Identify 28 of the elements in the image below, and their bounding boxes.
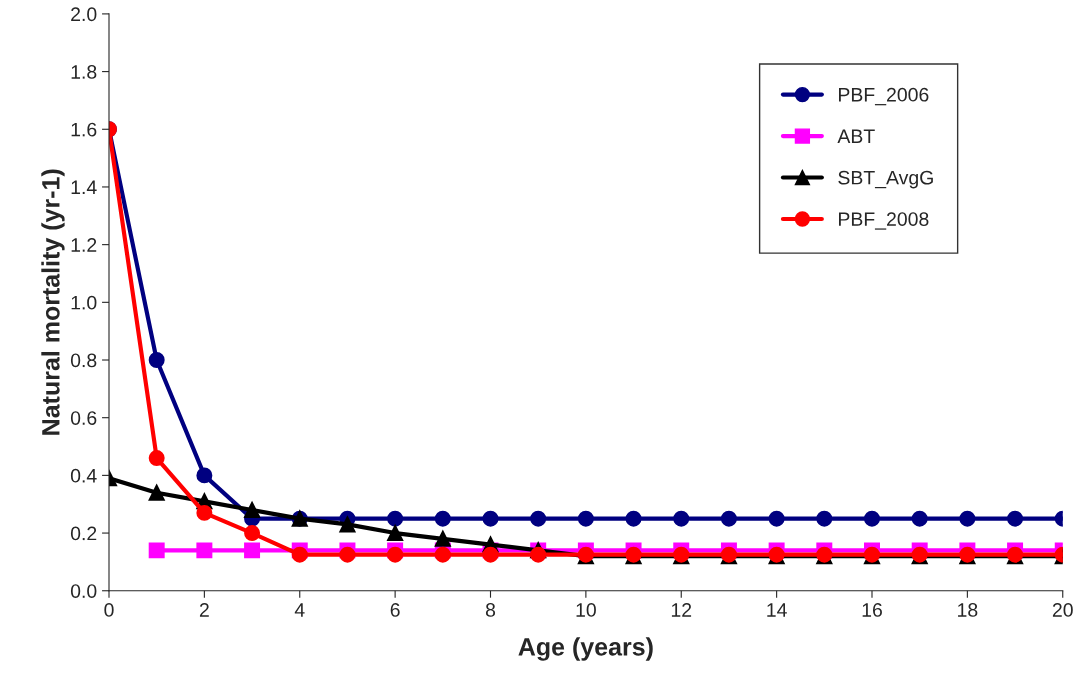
y-tick-label: 1.8 (71, 65, 97, 79)
x-axis-title: Age (years) (518, 637, 653, 661)
y-tick-label: 1.6 (71, 122, 97, 137)
y-tick-label: 1.4 (71, 180, 97, 194)
x-tick-label: 0 (104, 603, 114, 617)
y-tick-label: 0.0 (70, 584, 97, 598)
y-tick-label: 1.2 (71, 238, 97, 252)
x-tick-label: 6 (390, 603, 400, 617)
x-tick-label: 10 (576, 603, 596, 617)
legend-label: ABT (837, 129, 875, 143)
x-tick-label: 2 (199, 603, 209, 617)
x-tick-label: 18 (958, 603, 978, 617)
x-tick-label: 12 (671, 603, 692, 617)
legend-label: PBF_2006 (839, 87, 929, 106)
x-tick-label: 8 (485, 603, 496, 617)
y-tick-label: 1.0 (71, 295, 97, 310)
x-tick-label: 20 (1052, 603, 1073, 617)
y-tick-label: 0.6 (70, 411, 97, 425)
y-tick-label: 0.4 (70, 468, 97, 483)
x-tick-label: 14 (767, 603, 787, 617)
y-tick-label: 0.8 (70, 353, 97, 368)
y-tick-label: 2.0 (71, 7, 97, 22)
y-tick-label: 0.2 (70, 526, 97, 541)
y-axis-title: Natural mortality (yr-1) (41, 169, 65, 435)
x-tick-label: 16 (862, 603, 882, 617)
legend-label: SBT_AvgG (838, 170, 933, 189)
x-tick-label: 4 (294, 603, 305, 617)
legend-label: PBF_2008 (839, 212, 929, 230)
